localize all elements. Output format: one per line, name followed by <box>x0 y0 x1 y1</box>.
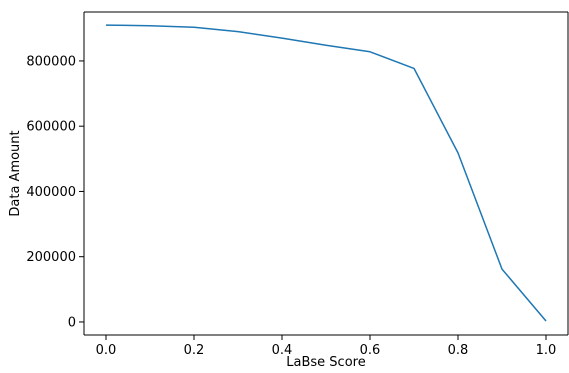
series-line <box>105 24 547 322</box>
x-tick-label: 0.0 <box>96 343 117 358</box>
x-tick-label: 0.6 <box>360 343 381 358</box>
plot-area <box>105 24 547 322</box>
x-tick-label: 0.4 <box>272 343 293 358</box>
axes: 0.0 0.2 0.4 0.6 0.8 1.0 0 200000 400000 600000 800… <box>26 11 569 358</box>
x-tick-label: 0.2 <box>184 343 205 358</box>
y-tick-label: 800000 <box>26 54 76 69</box>
y-tick-label: 0 <box>68 315 76 330</box>
y-tick-label: 200000 <box>26 250 76 265</box>
x-axis-label: LaBse Score <box>286 355 365 369</box>
x-tick-label: 0.8 <box>448 343 469 358</box>
y-tick-label: 400000 <box>26 185 76 200</box>
x-tick-label: 1.0 <box>536 343 557 358</box>
y-axis-label: Data Amount <box>8 130 23 216</box>
y-tick-label: 600000 <box>26 120 76 135</box>
